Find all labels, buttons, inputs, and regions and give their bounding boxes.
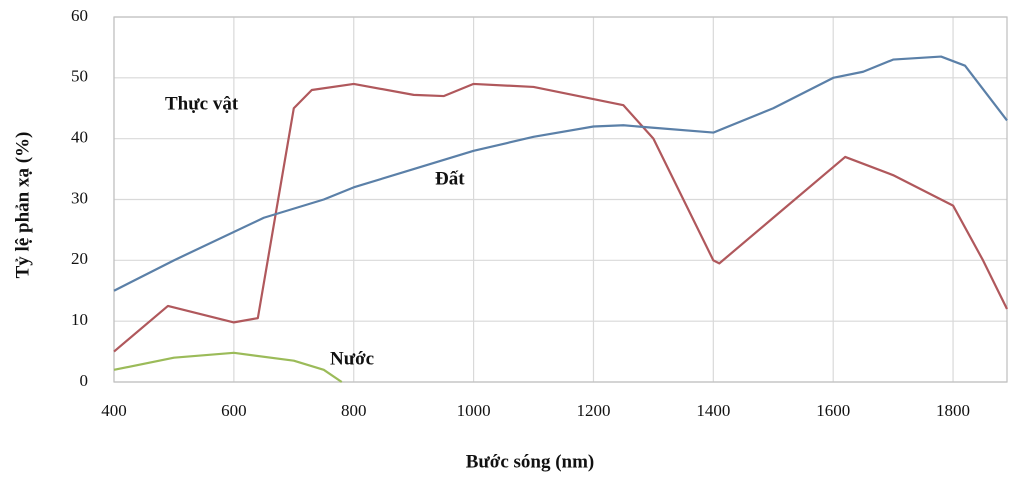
y-tick-label: 40 — [71, 128, 88, 147]
y-axis-title: Tỷ lệ phản xạ (%) — [12, 132, 33, 279]
x-tick-label: 600 — [221, 401, 247, 420]
y-tick-label: 60 — [71, 6, 88, 25]
y-tick-label: 10 — [71, 310, 88, 329]
series-line — [113, 55, 1008, 292]
y-tick-label: 30 — [71, 188, 88, 207]
x-tick-label: 400 — [101, 401, 127, 420]
y-tick-label: 20 — [71, 249, 88, 268]
x-tick-label: 1800 — [936, 401, 970, 420]
series-label: Đất — [435, 168, 465, 189]
series-line — [113, 351, 343, 383]
series-label: Nước — [330, 348, 374, 369]
series-line — [113, 82, 1008, 353]
x-axis-title: Bước sóng (nm) — [466, 451, 595, 472]
y-tick-label: 0 — [80, 371, 89, 390]
x-tick-label: 800 — [341, 401, 367, 420]
x-tick-label: 1200 — [576, 401, 610, 420]
x-tick-label: 1000 — [457, 401, 491, 420]
series-label: Thực vật — [165, 93, 239, 114]
y-tick-label: 50 — [71, 67, 88, 86]
x-tick-label: 1600 — [816, 401, 850, 420]
plot-frame — [113, 16, 1008, 383]
x-tick-label: 1400 — [696, 401, 730, 420]
